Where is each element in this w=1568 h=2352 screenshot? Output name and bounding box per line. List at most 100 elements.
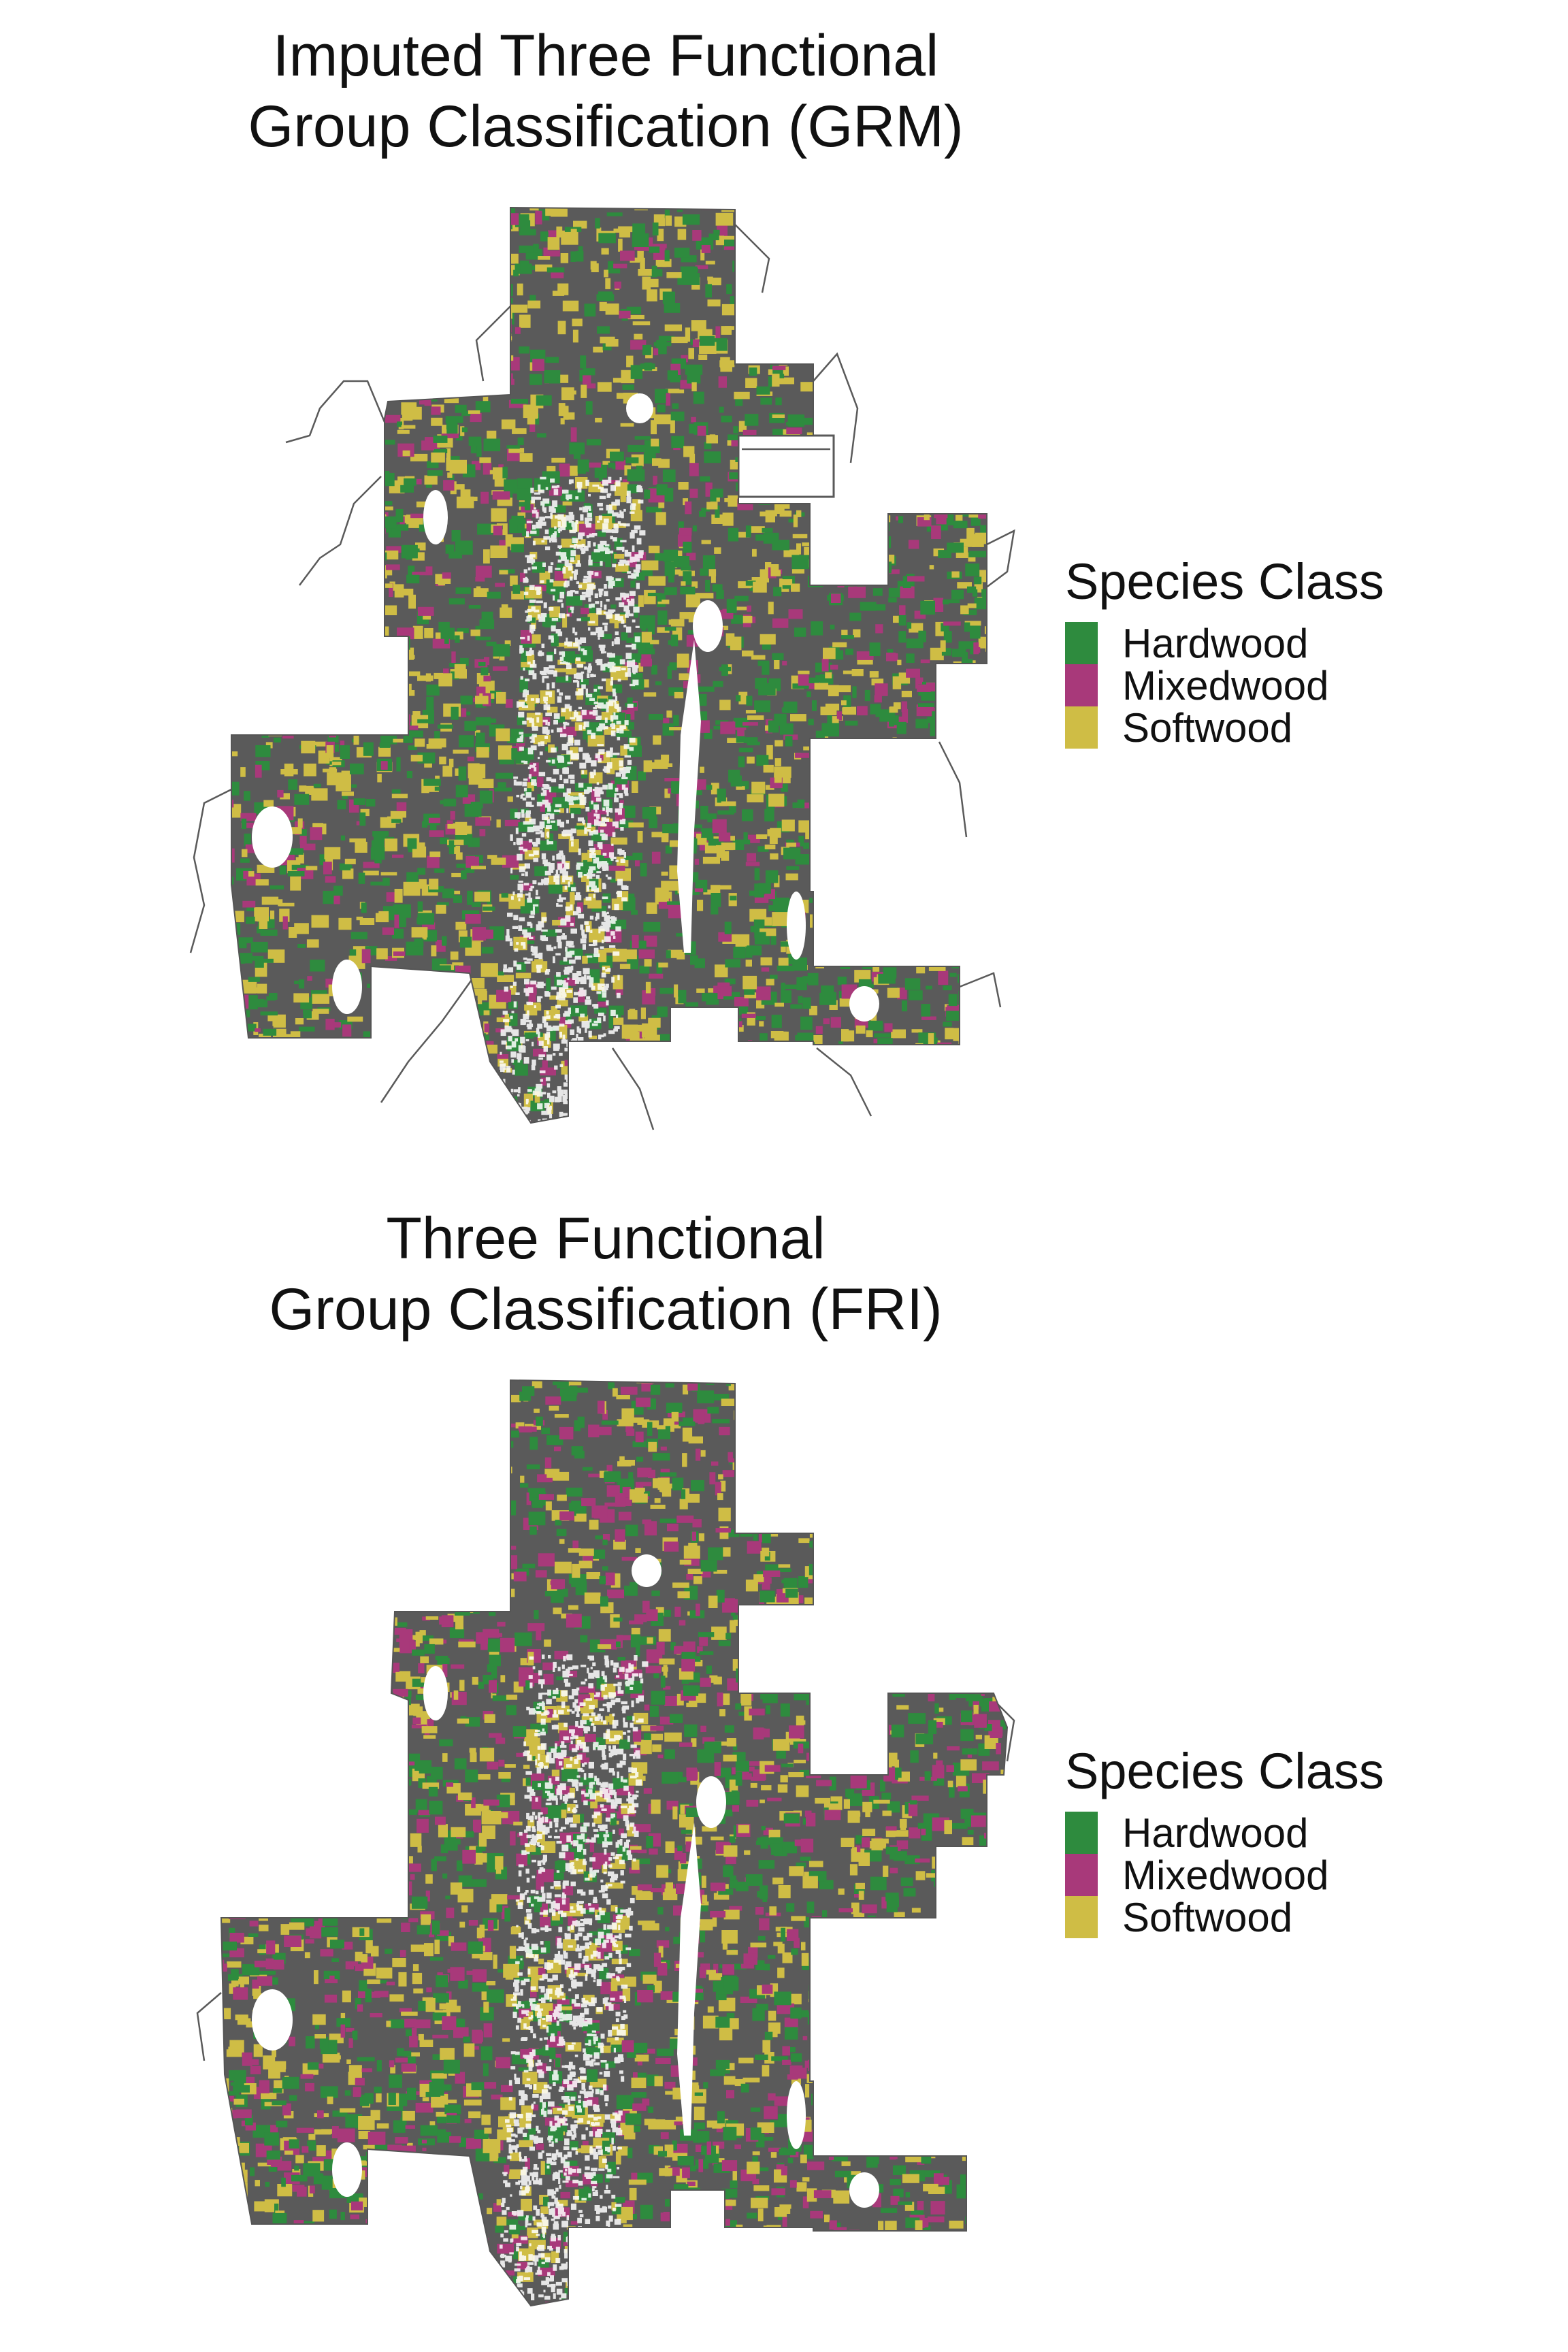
urban-cell xyxy=(545,487,549,490)
urban-cell xyxy=(555,568,561,570)
forest-stand xyxy=(985,1066,987,1076)
forest-stand xyxy=(222,338,227,345)
forest-stand xyxy=(470,227,485,231)
forest-stand xyxy=(816,402,826,417)
urban-cell xyxy=(538,772,546,777)
forest-stand xyxy=(368,312,373,323)
forest-stand xyxy=(372,644,390,651)
urban-cell xyxy=(519,649,523,654)
urban-cell xyxy=(520,794,523,799)
forest-stand xyxy=(968,1007,973,1019)
forest-stand xyxy=(751,208,769,215)
forest-stand xyxy=(900,586,915,599)
forest-stand xyxy=(921,745,936,753)
urban-cell xyxy=(606,1100,613,1107)
forest-stand xyxy=(753,581,767,593)
forest-stand xyxy=(395,683,412,693)
urban-cell xyxy=(607,493,612,496)
forest-stand xyxy=(878,390,885,403)
forest-stand xyxy=(813,333,826,344)
forest-stand xyxy=(948,994,958,1007)
forest-stand xyxy=(675,1110,689,1123)
forest-stand xyxy=(738,691,748,705)
forest-stand xyxy=(715,212,734,226)
forest-stand xyxy=(597,949,607,962)
forest-stand xyxy=(382,1073,393,1082)
forest-stand xyxy=(895,896,911,905)
forest-stand xyxy=(335,313,353,324)
forest-stand xyxy=(916,704,934,717)
forest-stand xyxy=(487,591,501,599)
forest-stand xyxy=(243,568,255,581)
forest-stand xyxy=(958,468,975,476)
forest-stand xyxy=(768,905,776,911)
forest-stand xyxy=(248,439,261,453)
forest-stand xyxy=(417,675,434,681)
forest-stand xyxy=(231,877,234,885)
forest-stand xyxy=(853,221,868,231)
forest-stand xyxy=(423,613,431,620)
urban-cell xyxy=(511,1059,514,1063)
forest-stand xyxy=(274,1092,279,1102)
forest-stand xyxy=(517,525,523,532)
urban-cell xyxy=(557,545,562,549)
urban-cell xyxy=(576,892,581,896)
forest-stand xyxy=(747,715,764,720)
forest-stand xyxy=(291,404,296,412)
urban-cell xyxy=(612,688,616,693)
forest-stand xyxy=(393,951,406,956)
forest-stand xyxy=(737,728,745,736)
forest-stand xyxy=(692,1068,709,1080)
forest-stand xyxy=(346,664,364,672)
forest-stand xyxy=(231,1032,236,1039)
forest-stand xyxy=(778,958,789,968)
urban-cell xyxy=(550,512,553,519)
forest-stand xyxy=(251,350,266,360)
forest-stand xyxy=(345,252,359,258)
forest-stand xyxy=(615,564,629,572)
forest-stand xyxy=(608,1090,625,1098)
forest-stand xyxy=(261,896,279,905)
forest-stand xyxy=(843,1030,855,1042)
forest-stand xyxy=(807,677,819,683)
forest-stand xyxy=(343,378,348,391)
urban-cell xyxy=(632,659,636,666)
forest-stand xyxy=(650,640,659,644)
forest-stand xyxy=(359,632,367,644)
forest-stand xyxy=(397,1033,412,1039)
forest-stand xyxy=(245,455,263,463)
forest-stand xyxy=(968,254,981,266)
forest-stand xyxy=(946,1011,960,1021)
forest-stand xyxy=(961,1068,966,1079)
forest-stand xyxy=(924,378,930,385)
forest-stand xyxy=(979,915,987,921)
forest-stand xyxy=(363,1104,376,1117)
forest-stand xyxy=(774,659,780,670)
urban-cell xyxy=(519,866,525,872)
forest-stand xyxy=(337,615,346,627)
forest-stand xyxy=(634,333,643,340)
forest-stand xyxy=(994,687,1011,691)
forest-stand xyxy=(406,1084,419,1092)
forest-stand xyxy=(614,615,619,629)
forest-stand xyxy=(957,214,968,227)
forest-stand xyxy=(540,501,551,507)
forest-stand xyxy=(956,486,967,499)
forest-stand xyxy=(724,978,736,985)
urban-cell xyxy=(499,1122,504,1123)
forest-stand xyxy=(392,928,404,939)
forest-stand xyxy=(299,829,307,836)
urban-cell xyxy=(615,787,619,792)
forest-stand xyxy=(391,789,401,794)
forest-stand xyxy=(650,988,656,996)
forest-stand xyxy=(564,1060,582,1066)
urban-cell xyxy=(532,904,539,906)
forest-stand xyxy=(799,298,811,306)
forest-stand xyxy=(271,378,287,385)
urban-cell xyxy=(591,732,596,739)
forest-stand xyxy=(704,442,712,450)
forest-stand xyxy=(257,528,263,536)
forest-stand xyxy=(523,928,535,932)
forest-stand xyxy=(220,1082,226,1088)
forest-stand xyxy=(964,1056,973,1064)
